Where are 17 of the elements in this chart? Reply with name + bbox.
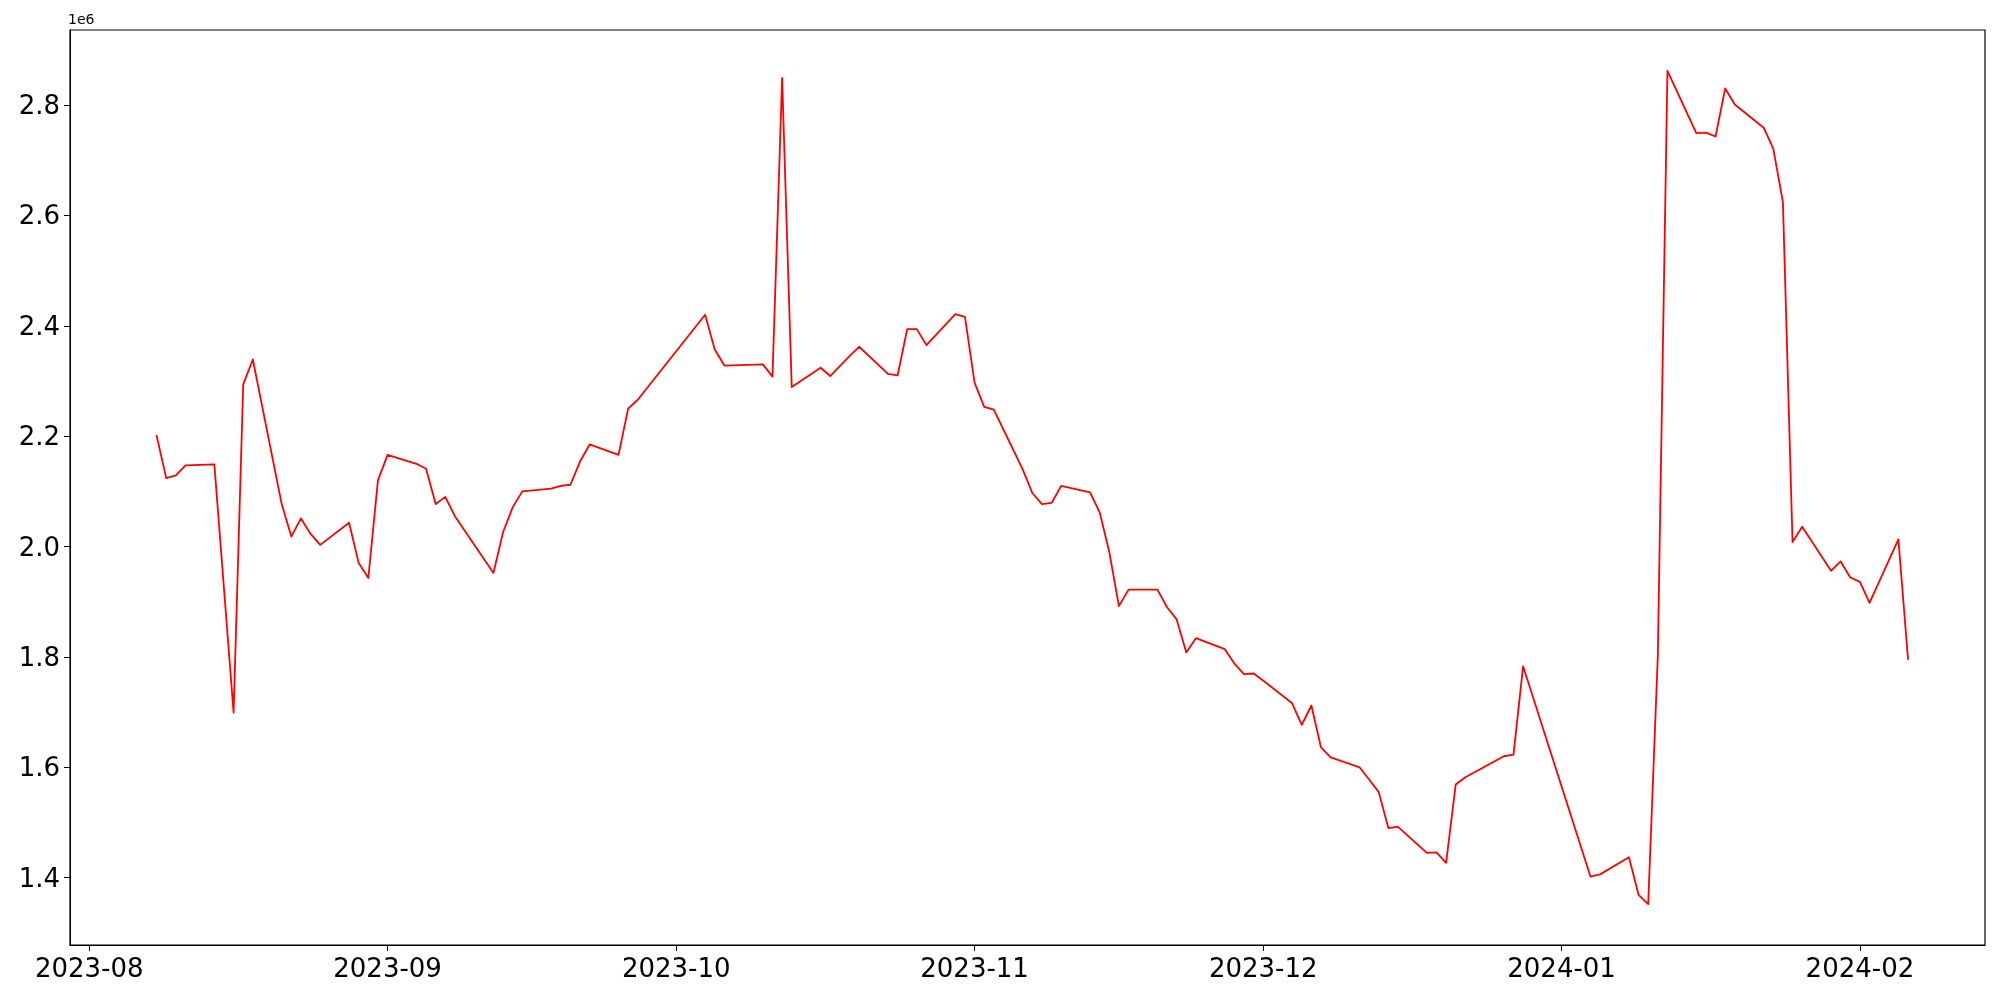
y-tick-label: 1.6 <box>18 752 60 783</box>
x-tick-label: 2023-12 <box>1208 953 1318 983</box>
x-tick-label: 2023-09 <box>333 953 442 983</box>
text: 1e6 <box>68 11 95 27</box>
y-tick-label: 2.8 <box>18 90 60 121</box>
y-tick-label: 2.2 <box>18 421 60 452</box>
y-tick-label: 2.0 <box>18 531 60 562</box>
y-tick-label: 2.4 <box>18 310 60 341</box>
y-tick-label: 1.4 <box>18 862 60 893</box>
x-tick-label: 2024-01 <box>1507 953 1616 983</box>
x-tick-label: 2023-08 <box>34 953 144 983</box>
x-tick-label: 2024-02 <box>1805 953 1915 983</box>
x-tick-label: 2023-11 <box>920 953 1029 983</box>
y-tick-label: 2.6 <box>18 200 60 231</box>
x-tick-label: 2023-10 <box>621 953 731 983</box>
line-series <box>155 69 1909 906</box>
y-tick-label: 1.8 <box>18 641 60 672</box>
